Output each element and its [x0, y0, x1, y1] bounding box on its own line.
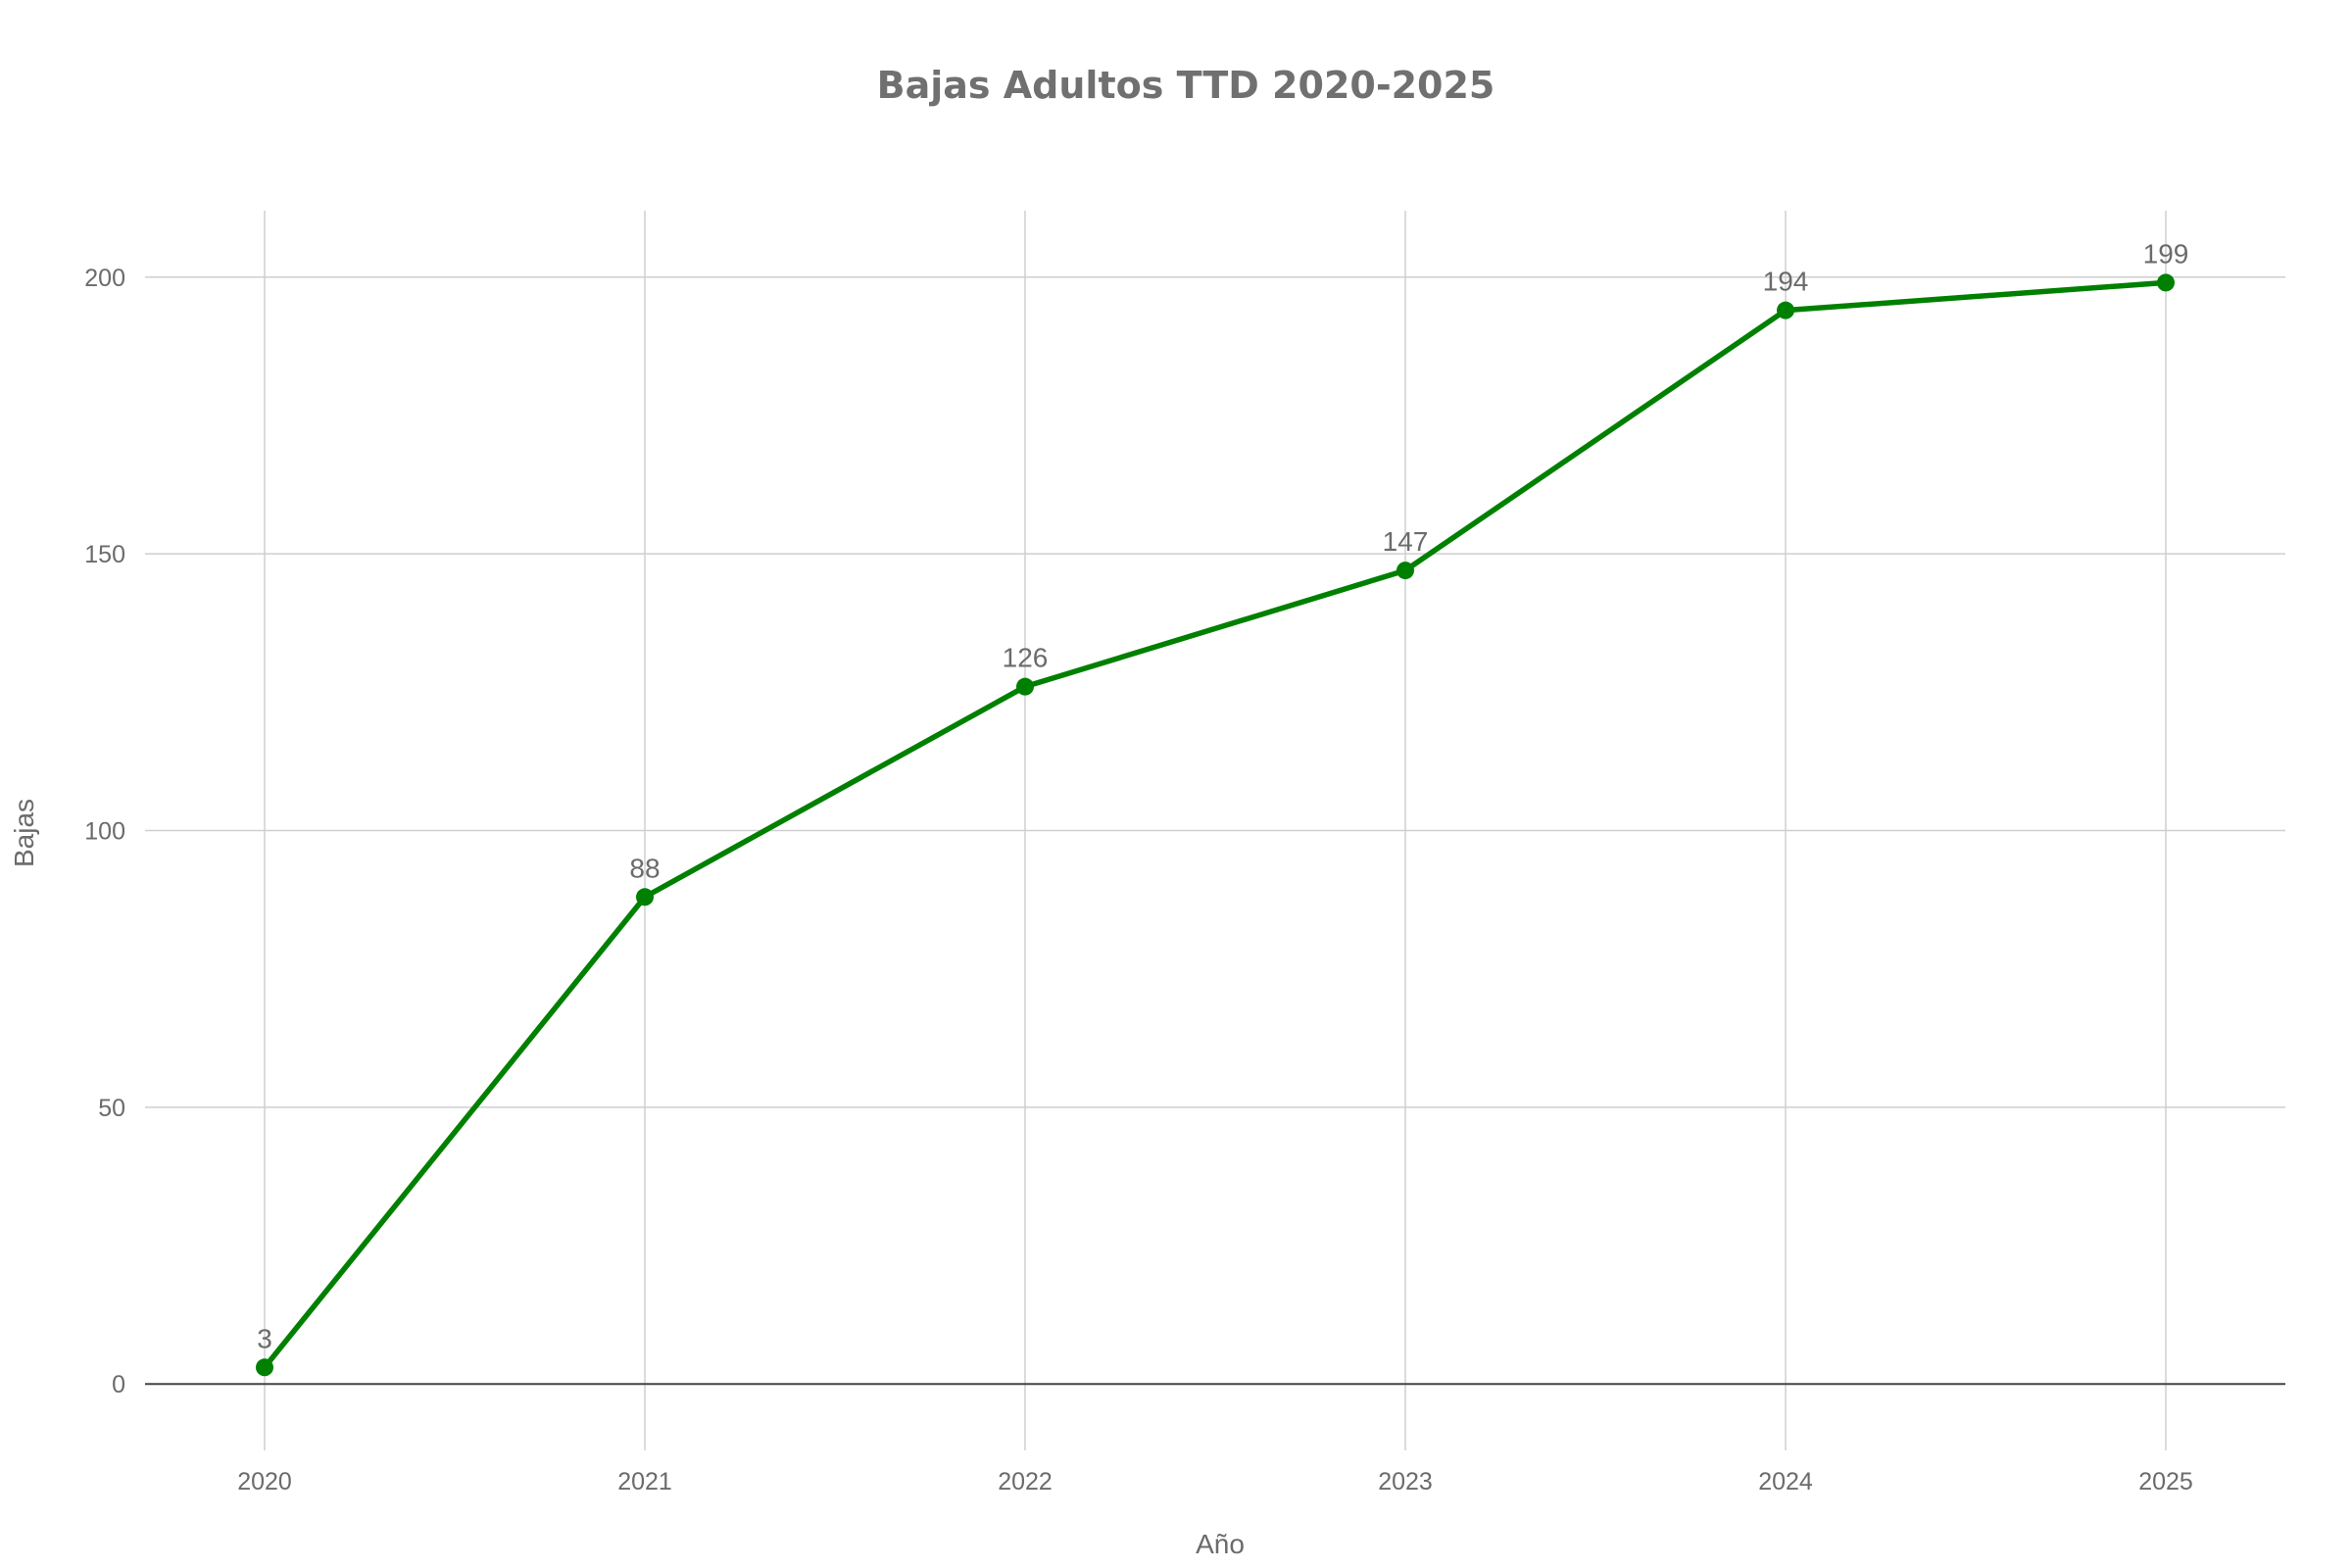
data-point-2022[interactable] — [1016, 677, 1034, 696]
data-label-2022: 126 — [1003, 643, 1049, 673]
data-point-2024[interactable] — [1777, 301, 1794, 319]
series-line-0 — [262, 279, 2169, 1371]
data-point-2020[interactable] — [256, 1358, 273, 1377]
x-tick-label-2024: 2024 — [1758, 1468, 1813, 1495]
data-label-2023: 147 — [1383, 526, 1429, 557]
x-tick-label-2023: 2023 — [1378, 1468, 1433, 1495]
y-tick-label-200: 200 — [84, 265, 125, 292]
x-tick-label-2022: 2022 — [998, 1468, 1053, 1495]
x-tick-label-2021: 2021 — [617, 1468, 672, 1495]
y-tick-label-0: 0 — [112, 1371, 125, 1398]
data-label-layer: 3 88 126 147 194 199 — [257, 238, 2188, 1353]
grid-layer — [145, 211, 2285, 1450]
data-point-2023[interactable] — [1396, 562, 1414, 580]
data-label-2021: 88 — [629, 853, 660, 883]
data-point-2025[interactable] — [2157, 273, 2175, 292]
y-axis-label: Bajas — [9, 799, 39, 867]
tick-layer: 2020 2021 2022 2023 2024 2025 0 50 100 150 200 — [84, 265, 2193, 1495]
y-tick-label-50: 50 — [98, 1095, 125, 1122]
y-tick-label-150: 150 — [84, 541, 125, 568]
x-tick-label-2025: 2025 — [2138, 1468, 2193, 1495]
data-point-2021[interactable] — [636, 888, 654, 906]
y-tick-label-100: 100 — [84, 818, 125, 846]
data-label-2024: 194 — [1763, 267, 1809, 297]
chart-title: Bajas Adultos TTD 2020-2025 — [877, 64, 1495, 107]
x-axis-label: Año — [1196, 1529, 1245, 1559]
series-layer — [256, 273, 2175, 1377]
data-label-2025: 199 — [2143, 238, 2189, 269]
x-tick-label-2020: 2020 — [237, 1468, 292, 1495]
data-label-2020: 3 — [257, 1323, 272, 1353]
